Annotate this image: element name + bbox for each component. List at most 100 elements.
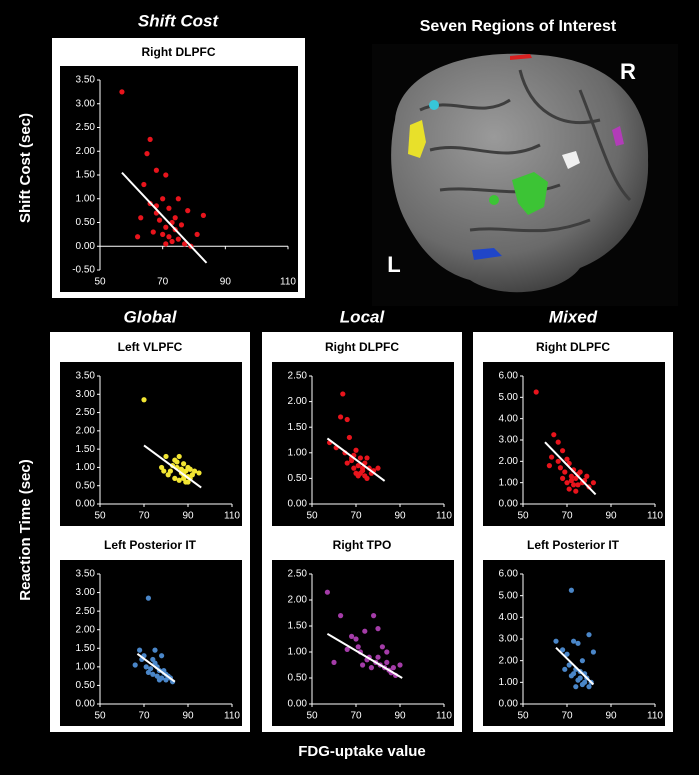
y-tick-label: 2.50 [288, 569, 308, 580]
point [562, 469, 568, 475]
point [560, 475, 566, 481]
y-tick-label: 0.00 [499, 699, 519, 710]
point [553, 638, 559, 644]
point [156, 217, 163, 223]
plot-area [272, 560, 454, 726]
x-tick-label: 110 [647, 511, 663, 522]
y-tick-label: 5.00 [499, 392, 519, 403]
point [573, 475, 579, 481]
point [338, 414, 344, 420]
point [150, 671, 156, 677]
point [362, 628, 368, 634]
point [577, 469, 583, 475]
fit-line [544, 441, 597, 496]
y-tick-label: 0.50 [76, 680, 96, 691]
point [557, 465, 564, 471]
panel-title: Shift Cost [138, 11, 220, 30]
point [355, 463, 361, 469]
y-tick-label: 3.00 [499, 435, 519, 446]
point [364, 475, 370, 481]
y-tick-label: 1.00 [76, 462, 96, 473]
y-tick-label: 0.00 [76, 699, 96, 710]
fit-line [143, 444, 202, 489]
point [143, 664, 149, 670]
point [582, 679, 588, 685]
plot-area [483, 362, 665, 526]
x-tick-label: 50 [306, 711, 318, 722]
x-tick-label: 110 [436, 511, 452, 522]
point [573, 488, 579, 494]
point [564, 651, 570, 657]
point [163, 453, 169, 460]
point [560, 647, 566, 653]
plot-area [60, 560, 242, 726]
point [175, 236, 181, 242]
x-tick-label: 90 [394, 511, 406, 522]
point [144, 151, 150, 157]
point [181, 475, 187, 481]
y-tick-label: 0.50 [288, 473, 308, 484]
x-tick-label: 110 [280, 277, 296, 288]
point [555, 458, 561, 464]
fit-line [555, 646, 595, 686]
point [192, 468, 198, 474]
x-tick-label: 50 [94, 711, 106, 722]
plot-area [60, 362, 242, 526]
point [375, 626, 381, 632]
point [166, 205, 172, 211]
point [546, 463, 553, 469]
point [355, 644, 361, 650]
point [533, 389, 539, 395]
plot-area [60, 66, 298, 292]
x-tick-label: 50 [517, 711, 529, 722]
point [555, 439, 561, 445]
point [185, 479, 191, 485]
point [384, 649, 390, 655]
point [135, 234, 141, 240]
point [371, 613, 377, 619]
x-tick-label: 90 [220, 277, 232, 288]
y-tick-label: 3.00 [76, 98, 96, 109]
point [355, 473, 361, 479]
point [349, 633, 355, 640]
y-tick-label: 0.50 [76, 217, 96, 228]
y-tick-label: 3.50 [76, 75, 96, 86]
point [141, 181, 147, 188]
x-tick-label: 70 [561, 511, 573, 522]
point [132, 662, 138, 668]
x-tick-label: 50 [94, 277, 106, 288]
point [137, 647, 143, 653]
point [368, 665, 374, 671]
point [571, 638, 577, 644]
y-tick-label: 0.50 [288, 673, 308, 684]
point [166, 234, 172, 240]
point [584, 473, 590, 479]
y-tick-label: 2.00 [288, 396, 308, 407]
point [145, 669, 151, 676]
point [560, 448, 566, 454]
x-tick-label: 110 [224, 711, 240, 722]
point [568, 587, 575, 593]
point [564, 456, 570, 462]
x-tick-label: 50 [517, 511, 529, 522]
panel-title: Local [340, 307, 386, 326]
x-axis-label: FDG-uptake value [298, 743, 426, 760]
point [344, 646, 350, 653]
point [153, 167, 159, 173]
point [156, 677, 162, 683]
x-tick-label: 50 [94, 511, 106, 522]
plot-title: Left VLPFC [118, 340, 183, 354]
fit-line [326, 437, 386, 482]
point [196, 470, 202, 476]
panel-title: Mixed [549, 307, 598, 326]
point [163, 241, 169, 247]
panel-title: Global [124, 307, 178, 326]
point [178, 466, 184, 472]
point [338, 613, 344, 619]
point [590, 649, 597, 655]
point [551, 432, 557, 438]
point [568, 477, 575, 484]
point [160, 231, 166, 237]
point [181, 461, 187, 467]
